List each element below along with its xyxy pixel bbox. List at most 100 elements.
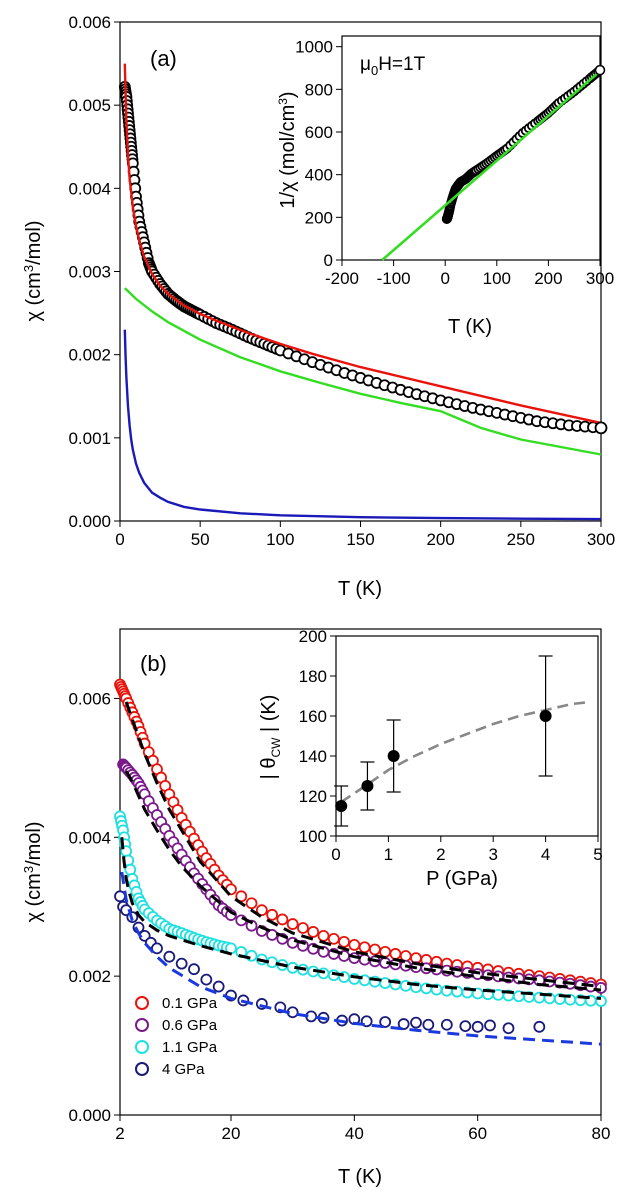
panel-b-ylabel-unit-open: (cm: [23, 873, 45, 912]
panel-a-fit-total-curve: [123, 63, 602, 425]
panel-b-data-point: [379, 1016, 392, 1028]
panel-a-ytick-label: 0.003: [68, 263, 111, 282]
panel-b-data-point: [297, 922, 309, 934]
panel-a-inset-ytick-label: 1000: [295, 38, 333, 57]
panel-b-data-point: [188, 963, 200, 976]
panel-a-inset-ylabel-pre: 1/: [277, 191, 299, 208]
panel-b-inset-frame: [335, 635, 599, 837]
panel-b-inset-xtick-label: 0: [331, 845, 340, 864]
panel-a-inset-ytick-label: 600: [305, 123, 333, 142]
panel-b-frame: [119, 628, 602, 1116]
panel-b-data-point: [200, 973, 213, 986]
panel-b-ylabel-exp: 3: [21, 866, 36, 873]
panel-b-inset-ytick-label: 100: [299, 827, 327, 846]
panel-a-fit-curie-weiss-curve: [123, 287, 602, 456]
panel-b-xlabel: T (K): [338, 1166, 382, 1188]
panel-b-inset-xlabel: P (GPa): [426, 868, 498, 890]
panel-b-data-point: [389, 948, 402, 960]
panel-b-data-point: [348, 939, 361, 951]
panel-b-inset-data-point: [539, 710, 552, 722]
panel-b-data-point: [245, 919, 258, 932]
legend-label: 0.1 GPa: [162, 995, 218, 1012]
panel-b-inset-xtick-label: 1: [384, 845, 393, 864]
panel-b-inset: 0 1 2 3 4 5 100 120 140 160 180 200 P (GPa) | θCW |…: [258, 627, 603, 890]
panel-b-data-point: [212, 980, 225, 993]
panel-b-inset-axes: 0 1 2 3 4 5 100 120 140 160 180 200: [299, 627, 603, 864]
panel-a-inset-background: [345, 27, 599, 260]
panel-b-data-point: [175, 957, 188, 970]
panel-b-data-point: [307, 926, 320, 938]
panel-a-inset-ylabel-unit-close: ): [277, 91, 299, 98]
panel-a-ylabel-unit-close: /mol): [23, 220, 45, 264]
panel-b-legend: 0.1 GPa 0.6 GPa 1.1 GPa 4 GPa: [135, 995, 218, 1078]
panel-b-inset-data-point: [387, 750, 400, 762]
panel-a-xtick-label: 100: [266, 530, 294, 549]
panel-a-inset-ylabel: 1/χ (mol/cm3): [276, 91, 299, 208]
panel-b-data-point: [327, 932, 340, 945]
panel-b-inset-ytick-label: 160: [299, 707, 327, 726]
panel-a-fit-impurity-curve: [123, 329, 602, 521]
legend-label: 0.6 GPa: [162, 1017, 218, 1034]
panel-a-xtick-label: 200: [426, 530, 454, 549]
panel-b-inset-ytick-label: 200: [299, 627, 327, 646]
panel-a-inset-xtick-label: -200: [325, 269, 359, 288]
panel-a-ylabel-exp: 3: [21, 265, 36, 272]
panel-b-inset-xtick-label: 2: [436, 845, 445, 864]
panel-b-inset-xtick-label: 5: [593, 845, 602, 864]
panel-b-data-point: [422, 1018, 435, 1031]
panel-b-inset-ylabel: | θCW | (K): [258, 695, 283, 780]
panel-b-ylabel: χ (cm3/mol): [21, 821, 45, 922]
panel-b-inset-trend-line: [340, 700, 591, 804]
panel-a-xtick-label: 250: [507, 530, 535, 549]
panel-a-ytick-label: 0.004: [68, 179, 111, 198]
legend-label: 4 GPa: [162, 1061, 205, 1078]
panel-b-data-point: [338, 935, 350, 948]
panel-b-xtick-label: 40: [345, 1124, 364, 1143]
panel-b-data-point: [471, 1020, 484, 1033]
panel-a-xlabel: T (K): [338, 578, 382, 600]
panel-a-inset-xtick-label: -100: [377, 269, 411, 288]
panel-b-xtick-label: 60: [468, 1124, 487, 1143]
panel-a-inset-ylabel-unit-open: (mol/cm: [277, 105, 299, 182]
panel-a-inset-ytick-label: 800: [305, 80, 333, 99]
panel-b-fit-curve: [124, 701, 602, 989]
panel-a-inset-ytick-label: 400: [305, 166, 333, 185]
panel-b-inset-xtick-label: 4: [541, 845, 550, 864]
panel-b-ylabel-chi: χ: [23, 912, 45, 923]
panel-b-data-point: [255, 904, 268, 917]
panel-a-inset-fit-line: [381, 70, 601, 261]
panel-a-inset-xtick-label: 200: [534, 269, 562, 288]
panel-a-inset-ylabel-exp: 3: [276, 98, 290, 105]
panel-b-inset-data-point: [361, 780, 374, 792]
panel-a-inset-ylabel-chi: χ: [277, 181, 299, 192]
panel-a-inset-frame: [341, 35, 601, 261]
panel-b-inset-background: [336, 636, 598, 836]
panel-a-ytick-label: 0.005: [68, 96, 111, 115]
panel-a-inset-xlabel: T (K): [448, 316, 492, 338]
panel-b-data-point: [459, 1020, 472, 1033]
panel-b-data-point: [114, 890, 126, 903]
legend-label: 1.1 GPa: [162, 1039, 218, 1056]
panel-b-xtick-label: 20: [222, 1124, 241, 1143]
panel-a-inset-ytick-label: 200: [305, 208, 333, 227]
panel-b-inset-ylabel-sub: CW: [269, 737, 283, 758]
panel-b-data-point: [595, 982, 607, 994]
panel-b-data-point: [151, 942, 163, 955]
legend-marker: [135, 996, 149, 1010]
panel-a: 0 50 100 150 200 250 3000.0000.0010.0020.0030.…: [21, 13, 615, 600]
panel-a-ytick-label: 0.006: [68, 13, 111, 32]
panel-b-label: (b): [140, 651, 167, 676]
panel-b-data-point: [440, 1018, 453, 1031]
panel-b-inset-ytick-label: 180: [299, 667, 327, 686]
panel-b-data-point: [358, 941, 371, 954]
panel-a-inset-data-point: [594, 64, 606, 76]
panel-b-fit-curve: [120, 837, 602, 1000]
panel-b-data-point: [397, 1018, 410, 1030]
panel-a-label: (a): [150, 46, 177, 71]
panel-a-inset-xtick-label: 300: [586, 269, 614, 288]
panel-b-inset-ylabel-open: | θ: [258, 758, 280, 780]
panel-b-data-point: [502, 1022, 515, 1035]
panel-a-inset-xtick-label: 0: [440, 269, 449, 288]
